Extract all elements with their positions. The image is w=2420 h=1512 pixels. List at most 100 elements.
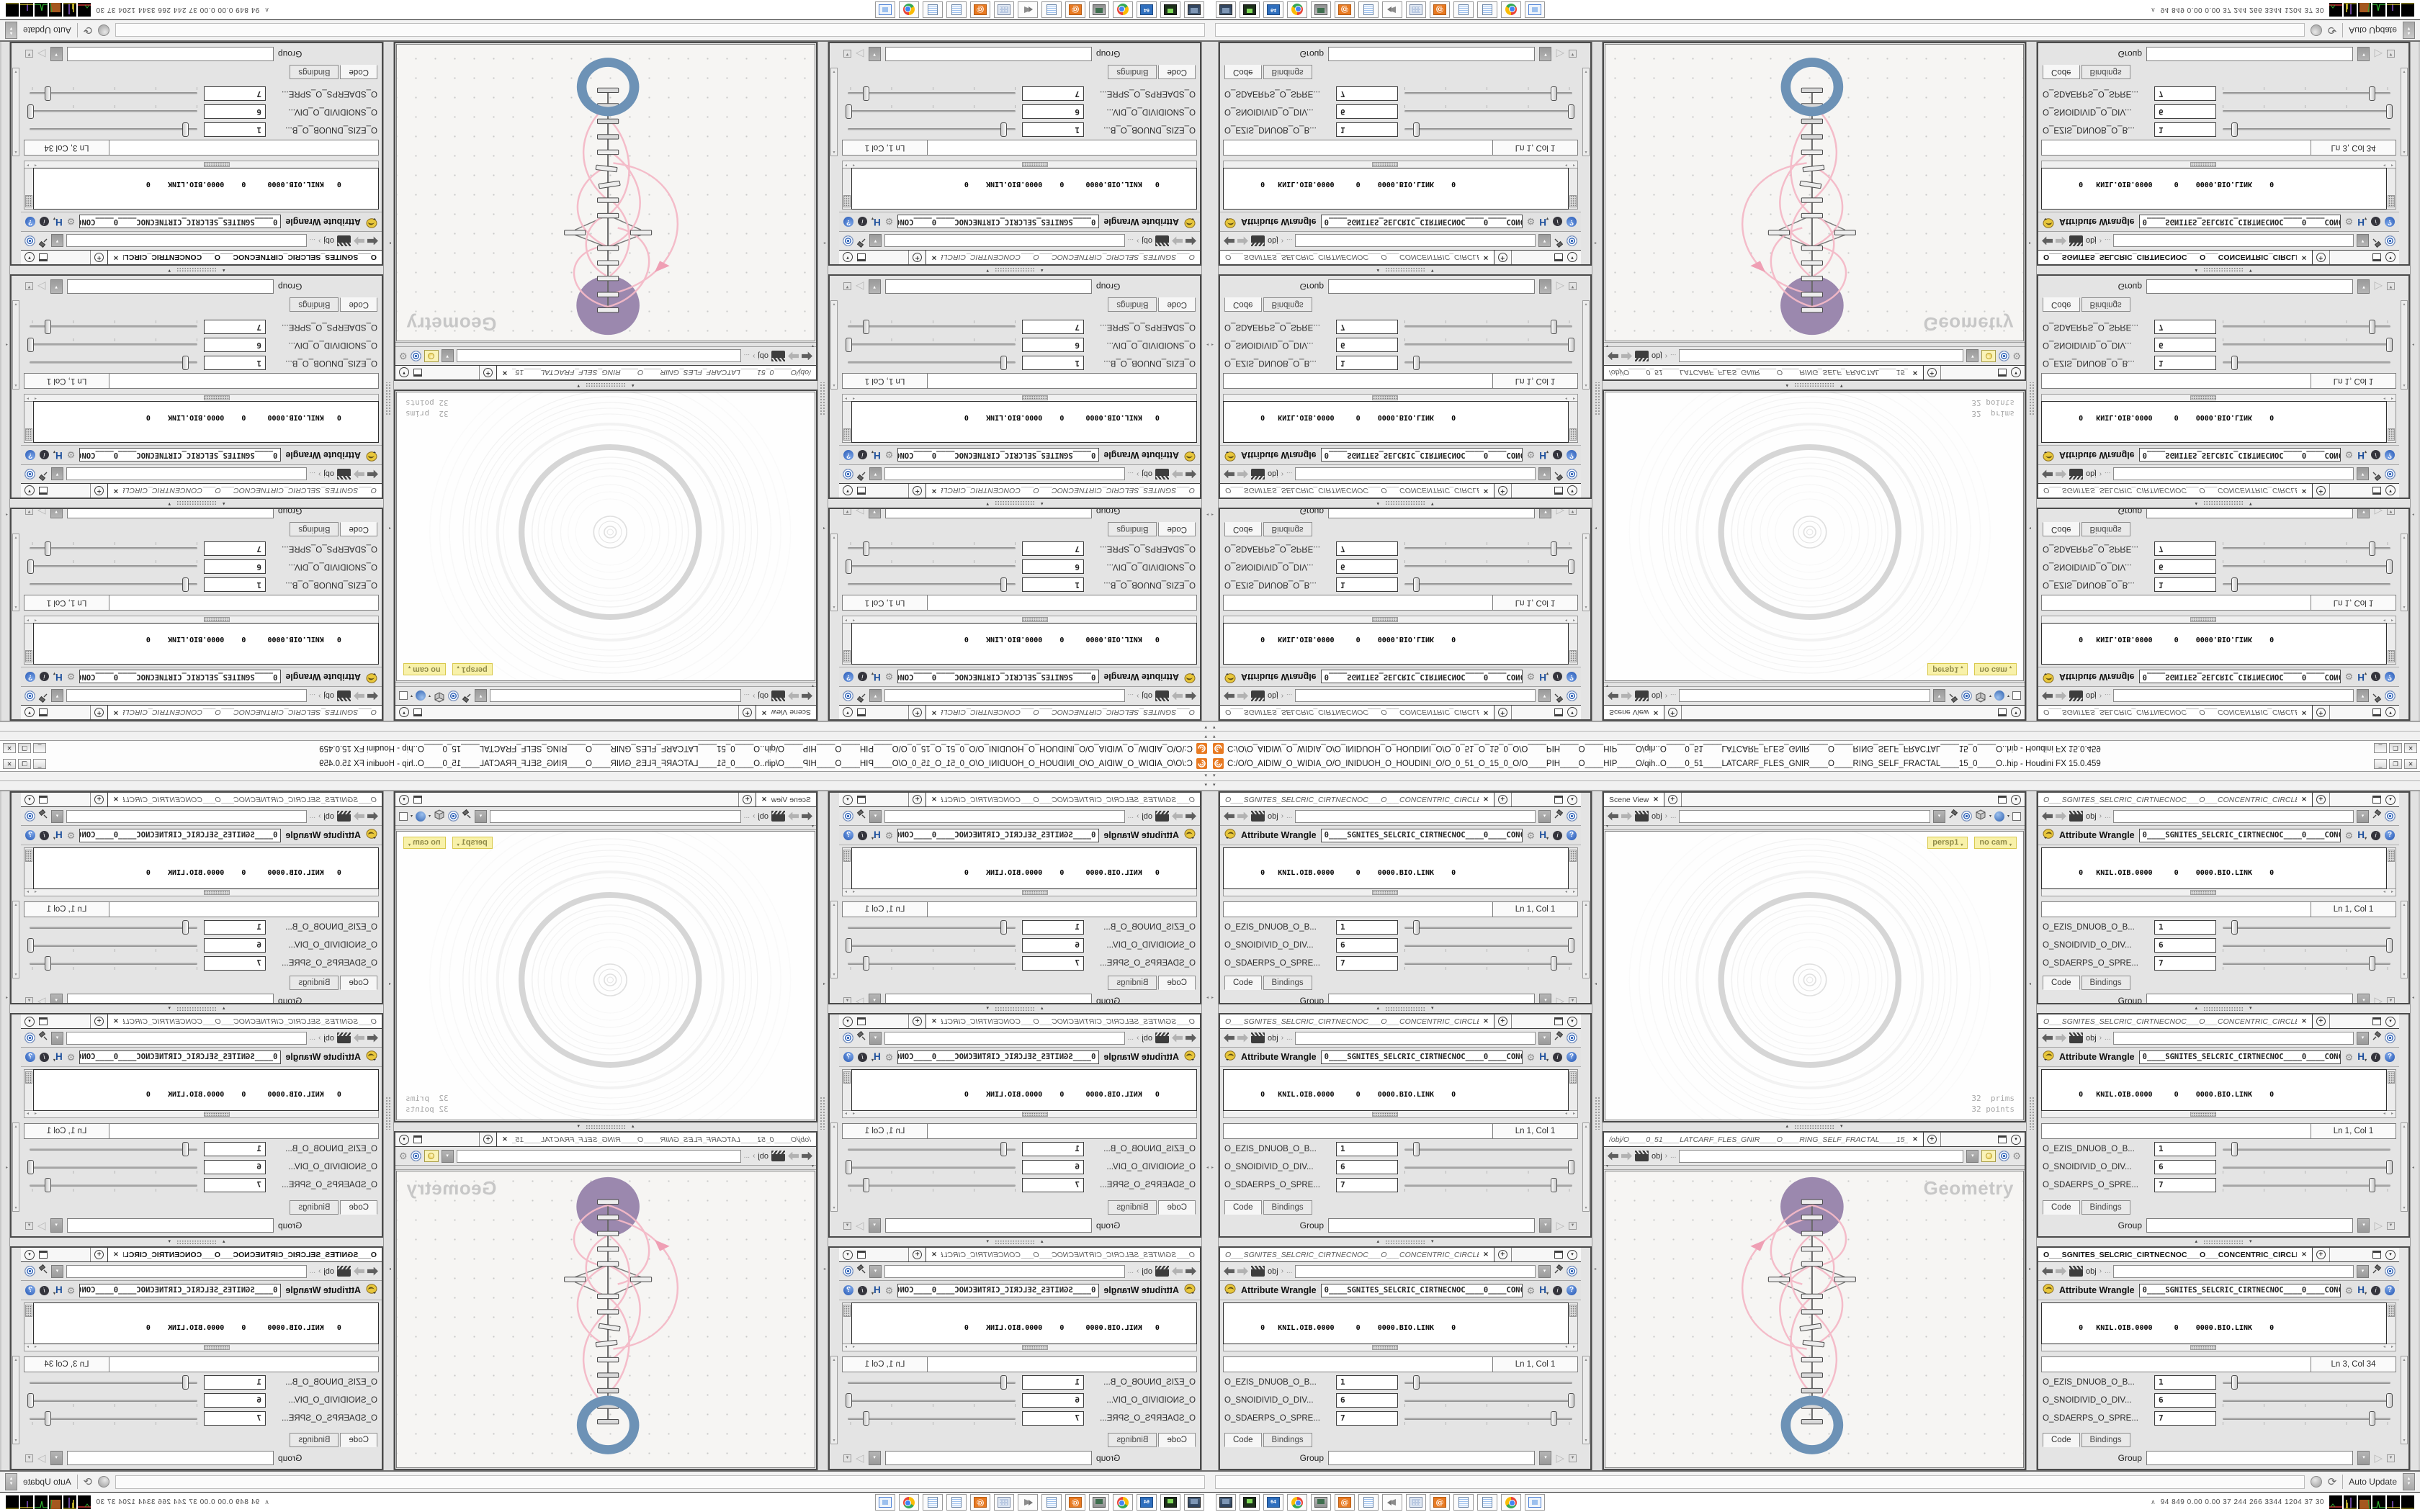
- houdini-help-icon[interactable]: H▾: [1539, 829, 1549, 841]
- param-slider[interactable]: [1403, 1159, 1577, 1175]
- scroll-left-icon[interactable]: ◂: [853, 396, 856, 400]
- param-value-field[interactable]: 7: [204, 1178, 266, 1192]
- code-horizontal-scrollbar[interactable]: ◂ ▸: [1223, 1111, 1578, 1118]
- help-icon[interactable]: ?: [25, 1285, 35, 1295]
- param-value-field[interactable]: 7: [204, 956, 266, 971]
- info-icon[interactable]: i: [1553, 217, 1562, 227]
- network-view[interactable]: Geometry: [396, 1171, 815, 1468]
- node-name-field[interactable]: 0____SGNITES_SELCRIC_CIRTNECNOC____0____…: [1320, 215, 1523, 229]
- info-icon[interactable]: i: [1553, 830, 1562, 840]
- group-dropdown[interactable]: ▾: [50, 1451, 63, 1465]
- gear-icon[interactable]: ⚙: [66, 216, 76, 228]
- param-slider[interactable]: [2221, 577, 2395, 593]
- breadcrumb-root[interactable]: obj: [323, 691, 334, 701]
- path-field[interactable]: [2113, 689, 2354, 703]
- breadcrumb-path[interactable]: ...: [2105, 470, 2111, 478]
- nav-forward-icon[interactable]: [2056, 1034, 2066, 1043]
- close-button[interactable]: ✕: [2404, 743, 2417, 754]
- new-tab-button[interactable]: +: [908, 706, 926, 719]
- path-dropdown[interactable]: ▾: [51, 467, 63, 481]
- tab-close-icon[interactable]: ✕: [113, 709, 119, 716]
- breadcrumb-root[interactable]: obj: [2086, 236, 2097, 246]
- pane-scrollbar[interactable]: ▴ ▾: [2401, 68, 2408, 156]
- param-slider[interactable]: [1403, 122, 1577, 138]
- slider-thumb[interactable]: [863, 1411, 870, 1426]
- pane-maximize-icon[interactable]: [857, 487, 866, 495]
- slider-thumb[interactable]: [27, 338, 34, 352]
- gear-icon[interactable]: ⚙: [1526, 829, 1536, 841]
- node-name-field[interactable]: 0____SGNITES_SELCRIC_CIRTNECNOC____0____…: [897, 215, 1100, 229]
- pane-scroll-down-icon[interactable]: ▼: [2387, 50, 2395, 58]
- pane-maximize-icon[interactable]: [2372, 1017, 2381, 1025]
- slider-thumb[interactable]: [182, 1375, 189, 1390]
- pane-maximize-icon[interactable]: [39, 708, 48, 716]
- slider-thumb[interactable]: [2368, 541, 2375, 556]
- param-slider[interactable]: [1403, 1177, 1577, 1193]
- param-slider[interactable]: [25, 559, 199, 575]
- breadcrumb-path[interactable]: ...: [1286, 692, 1293, 700]
- tab-bindings[interactable]: Bindings: [2081, 522, 2130, 536]
- param-slider[interactable]: [2221, 541, 2395, 557]
- scene-viewport[interactable]: persp1 ▾ no cam ▾ 32 prims 32 points: [396, 392, 815, 681]
- nav-forward-icon[interactable]: [788, 692, 799, 701]
- help-icon[interactable]: ?: [843, 450, 853, 460]
- path-field[interactable]: [66, 1264, 307, 1278]
- code-horizontal-scrollbar[interactable]: ◂ ▸: [2041, 889, 2396, 896]
- param-slider[interactable]: [25, 1374, 199, 1390]
- nav-forward-icon[interactable]: [1172, 237, 1183, 246]
- pane-tab[interactable]: O___SGNITES_SELCRIC_CIRTNECNOC___O___CON…: [2038, 706, 2313, 719]
- nav-forward-icon[interactable]: [1621, 1152, 1632, 1161]
- houdini-help-icon[interactable]: H▾: [53, 671, 63, 683]
- tab-close-icon[interactable]: ✕: [1483, 487, 1489, 495]
- pane-scrollbar[interactable]: ▴ ▾: [2401, 901, 2408, 978]
- slider-thumb[interactable]: [1550, 320, 1557, 334]
- slider-thumb[interactable]: [846, 338, 852, 352]
- breadcrumb-path[interactable]: ...: [1127, 1267, 1134, 1275]
- breadcrumb-root[interactable]: obj: [2086, 691, 2097, 701]
- node-name-field[interactable]: 0____SGNITES_SELCRIC_CIRTNECNOC____0____…: [79, 670, 282, 684]
- lightbulb-icon[interactable]: [424, 350, 439, 362]
- taskbar-icon-notepad[interactable]: [923, 1, 943, 18]
- pane-scroll-down-icon[interactable]: ▼: [25, 50, 33, 58]
- collapsed-view-toolbar[interactable]: ▾: [395, 824, 816, 830]
- pane-scrollbar[interactable]: ▴ ▾: [1582, 901, 1590, 978]
- info-icon[interactable]: i: [40, 830, 49, 840]
- code-vertical-scrollbar[interactable]: [2387, 623, 2396, 665]
- node-name-field[interactable]: 0____SGNITES_SELCRIC_CIRTNECNOC____0____…: [1320, 828, 1523, 842]
- path-field[interactable]: [1295, 689, 1536, 703]
- scroll-left-icon[interactable]: ◂: [2383, 396, 2385, 400]
- new-tab-button[interactable]: +: [479, 1133, 497, 1146]
- param-slider[interactable]: [2221, 122, 2395, 138]
- wrangle-node-icon[interactable]: [2043, 828, 2055, 843]
- pane-scrollbar[interactable]: ▴ ▾: [1582, 534, 1590, 611]
- pane-menu-icon[interactable]: ▾: [2385, 1249, 2396, 1260]
- param-slider[interactable]: [1403, 577, 1577, 593]
- collapsed-view-toolbar[interactable]: ▾: [1604, 824, 2025, 830]
- code-horizontal-scrollbar[interactable]: ◂ ▸: [842, 889, 1197, 896]
- node-name-field[interactable]: 0____SGNITES_SELCRIC_CIRTNECNOC____0____…: [2138, 1283, 2341, 1297]
- pin-icon[interactable]: [38, 467, 48, 482]
- pin-icon[interactable]: [38, 234, 48, 248]
- path-dropdown[interactable]: ▾: [441, 1149, 454, 1163]
- breadcrumb-path[interactable]: ...: [743, 812, 750, 820]
- code-vertical-scrollbar[interactable]: [2387, 401, 2396, 443]
- param-slider[interactable]: [2221, 355, 2395, 371]
- param-value-field[interactable]: 7: [1336, 1178, 1398, 1192]
- tab-code[interactable]: Code: [340, 976, 377, 990]
- help-icon[interactable]: ?: [25, 1052, 35, 1062]
- pane-tab[interactable]: O___SGNITES_SELCRIC_CIRTNECNOC___O___CON…: [107, 706, 382, 719]
- param-slider[interactable]: [2221, 1392, 2395, 1408]
- pane-tab[interactable]: O___SGNITES_SELCRIC_CIRTNECNOC___O___CON…: [926, 251, 1200, 264]
- param-slider[interactable]: [1403, 355, 1577, 371]
- info-icon[interactable]: i: [1553, 1285, 1562, 1295]
- pane-scrollbar[interactable]: ▴ ▾: [1582, 1122, 1590, 1212]
- pin-icon[interactable]: [2372, 689, 2382, 703]
- breadcrumb-path[interactable]: ...: [1127, 237, 1134, 245]
- path-dropdown[interactable]: ▾: [1932, 689, 1945, 703]
- path-field[interactable]: [884, 809, 1125, 823]
- minimize-button[interactable]: _: [2374, 743, 2387, 754]
- vex-code-editor[interactable]: 0 KNIL.OIB.0000 0 0000.BIO.LINK 0 0 OC.D…: [1223, 623, 1569, 665]
- code-search-field[interactable]: [1223, 595, 1493, 611]
- scrollbar-grip[interactable]: [203, 1345, 230, 1350]
- slider-thumb[interactable]: [2231, 1142, 2238, 1156]
